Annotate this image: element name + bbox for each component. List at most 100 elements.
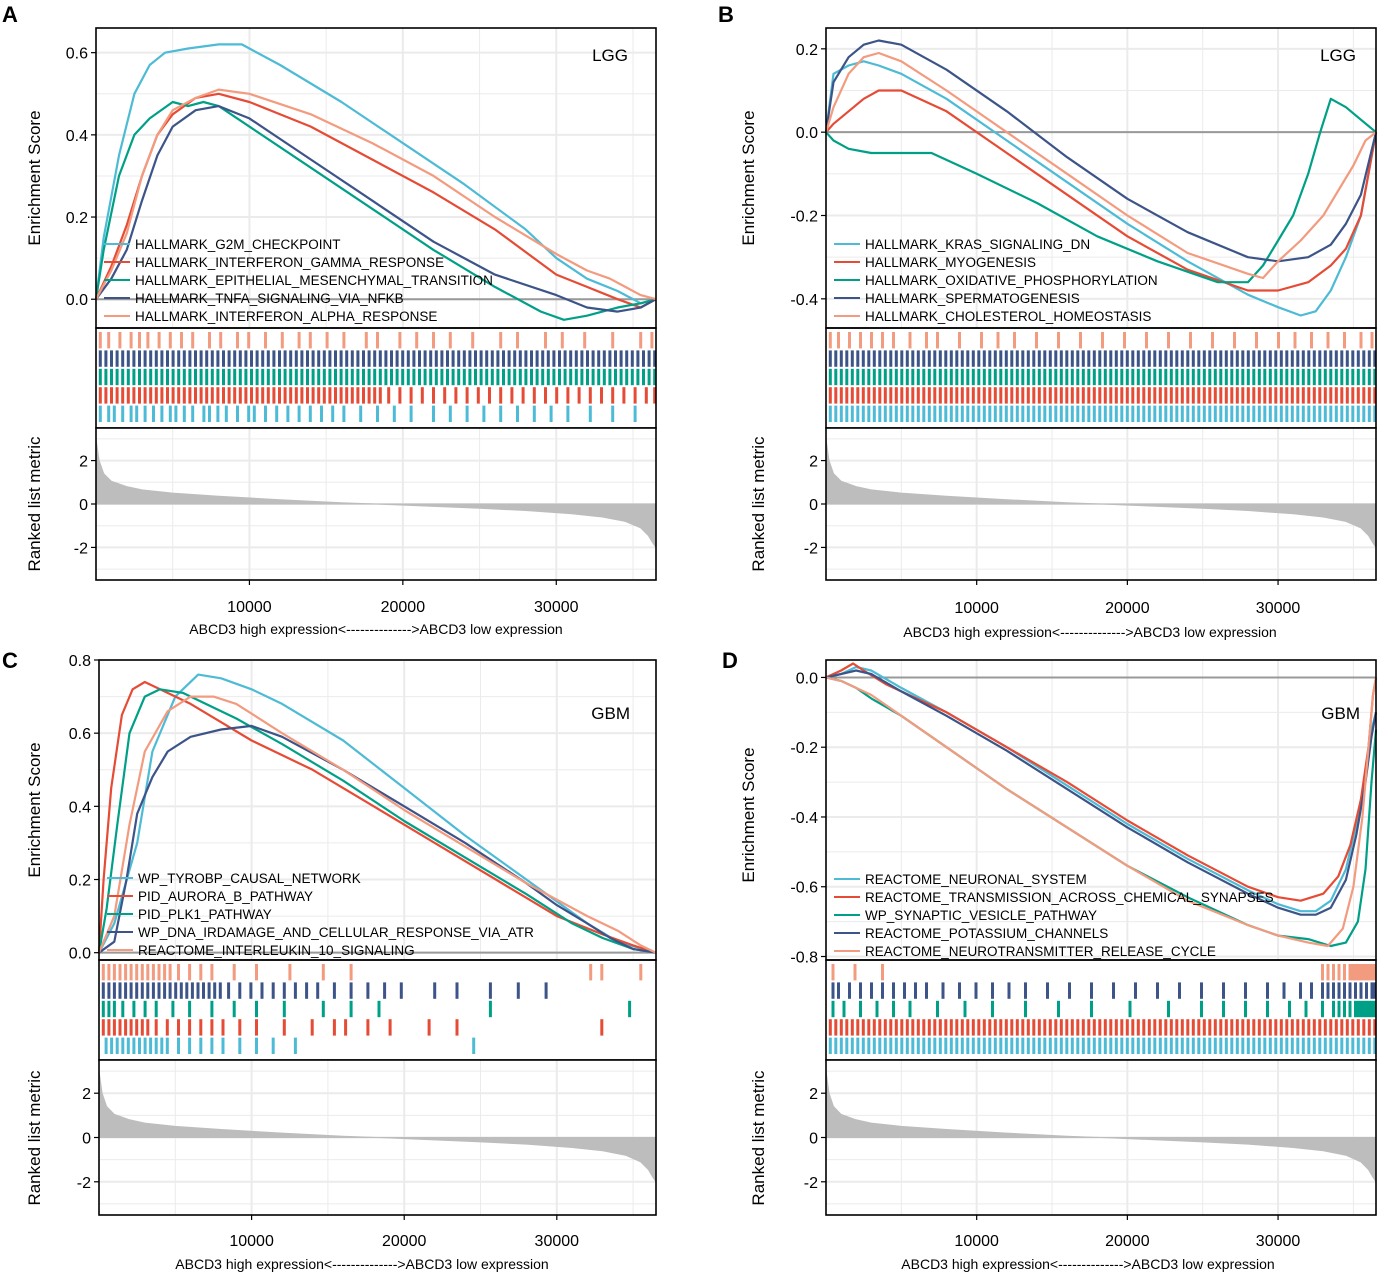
hit-mark	[294, 350, 298, 367]
legend-label: PID_AURORA_B_PATHWAY	[138, 889, 313, 904]
hit-mark	[861, 387, 865, 404]
hit-mark	[1362, 964, 1366, 981]
hit-mark	[1037, 1019, 1041, 1036]
hit-mark	[518, 350, 522, 367]
hit-mark	[1274, 405, 1278, 422]
hit-mark	[1356, 1037, 1360, 1054]
hit-mark	[412, 368, 416, 386]
hit-mark	[960, 1037, 964, 1054]
hit-mark	[944, 1019, 948, 1036]
hit-mark	[944, 350, 948, 367]
hit-mark	[345, 387, 349, 404]
hit-mark	[199, 1037, 203, 1054]
hit-mark	[513, 350, 517, 367]
hit-mark	[1285, 1037, 1289, 1054]
hit-mark	[138, 368, 141, 386]
hit-mark	[900, 1037, 904, 1054]
hit-mark	[143, 1037, 147, 1054]
hit-mark	[1219, 350, 1223, 367]
hit-mark	[321, 1000, 325, 1018]
hit-mark	[870, 982, 873, 999]
hit-mark	[1230, 350, 1234, 367]
hit-mark	[349, 964, 353, 981]
hit-mark	[845, 1019, 849, 1036]
hit-mark	[1351, 350, 1355, 367]
hit-mark	[1180, 350, 1184, 367]
hit-mark	[1065, 1037, 1069, 1054]
y-tick-label: 0.4	[69, 799, 91, 816]
hit-mark	[1373, 405, 1377, 422]
hit-mark	[1120, 387, 1124, 404]
hit-mark	[373, 387, 377, 404]
hit-mark	[210, 1019, 214, 1036]
hit-mark	[1323, 368, 1327, 386]
hit-mark	[160, 1037, 164, 1054]
hit-mark	[960, 405, 964, 422]
hit-mark	[1164, 405, 1168, 422]
hit-mark	[1337, 1000, 1341, 1018]
hit-mark	[1208, 1037, 1212, 1054]
hit-mark	[325, 332, 329, 349]
hit-mark	[420, 387, 424, 404]
hit-mark	[867, 1037, 871, 1054]
series-line	[824, 39, 1378, 263]
hit-mark	[1186, 1037, 1190, 1054]
hit-mark	[1290, 1037, 1294, 1054]
hit-mark	[591, 350, 595, 367]
hit-mark	[160, 350, 164, 367]
hit-mark	[488, 982, 492, 999]
hit-mark	[118, 964, 122, 981]
cohort-label: GBM	[591, 704, 630, 723]
hit-mark	[955, 387, 959, 404]
hit-mark	[289, 368, 293, 386]
y-tick-label: 2	[82, 1086, 91, 1103]
hit-mark	[1257, 1037, 1261, 1054]
hit-mark	[1109, 350, 1113, 367]
y-tick-label: 0.6	[69, 726, 91, 743]
hit-mark	[960, 350, 964, 367]
hit-mark	[1362, 368, 1366, 386]
legend-label: REACTOME_TRANSMISSION_ACROSS_CHEMICAL_SY…	[865, 890, 1274, 905]
hit-mark	[472, 1037, 476, 1054]
hit-mark	[390, 368, 393, 386]
hit-mark	[306, 368, 309, 386]
hit-mark	[359, 405, 363, 422]
hit-mark	[1301, 350, 1305, 367]
hit-mark	[1169, 1019, 1173, 1036]
hit-mark	[146, 982, 150, 999]
hit-mark	[196, 982, 200, 999]
hit-mark	[1213, 1019, 1217, 1036]
x-tick-label: 10000	[954, 600, 999, 617]
hit-mark	[938, 350, 942, 367]
hit-mark	[878, 405, 882, 422]
hit-mark	[376, 332, 379, 349]
hit-mark	[925, 982, 928, 999]
hit-mark	[1024, 982, 1027, 999]
hit-mark	[191, 332, 195, 349]
hit-mark	[960, 368, 964, 386]
hit-mark	[558, 368, 561, 386]
hit-mark	[222, 387, 225, 404]
hit-mark	[589, 964, 593, 981]
hit-mark	[210, 1000, 214, 1018]
hit-mark	[434, 350, 438, 367]
hit-mark	[1334, 368, 1338, 386]
hit-mark	[993, 368, 997, 386]
hit-mark	[210, 368, 214, 386]
hit-mark	[516, 982, 520, 999]
hit-mark	[1032, 405, 1036, 422]
hit-mark	[177, 350, 181, 367]
hit-mark	[889, 405, 893, 422]
hit-mark	[151, 964, 155, 981]
hit-mark	[266, 368, 270, 386]
hit-mark	[856, 405, 860, 422]
hit-mark	[1343, 964, 1346, 981]
legend: REACTOME_NEURONAL_SYSTEM REACTOME_TRANSM…	[834, 872, 1274, 959]
hit-mark	[982, 1037, 986, 1054]
hit-mark	[1367, 387, 1371, 404]
hit-mark	[1329, 405, 1333, 422]
hit-mark	[577, 387, 581, 404]
hit-mark	[1219, 1019, 1223, 1036]
hit-mark	[1191, 368, 1195, 386]
hit-mark	[532, 405, 536, 422]
